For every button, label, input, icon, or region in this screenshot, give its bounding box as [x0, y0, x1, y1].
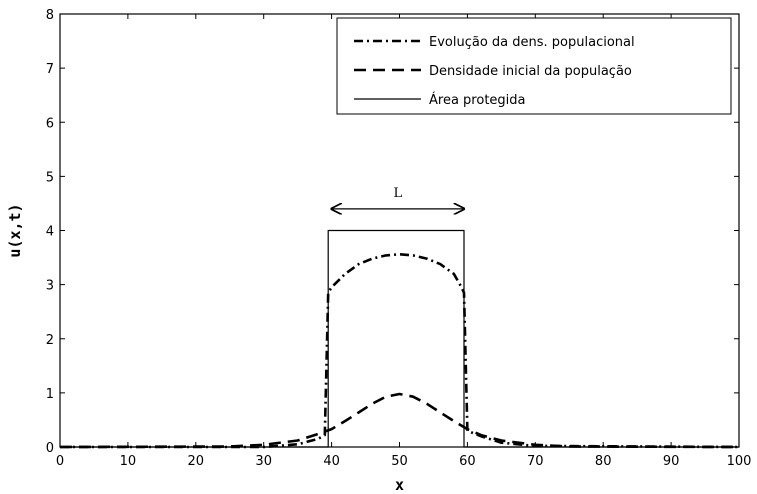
series-line-1 — [60, 253, 740, 449]
x-tick-label: 30 — [255, 454, 272, 469]
x-tick-label: 90 — [663, 454, 680, 469]
x-tick-label: 60 — [459, 454, 476, 469]
y-tick-label: 4 — [46, 225, 54, 240]
y-tick-label: 0 — [46, 441, 54, 456]
x-tick-label: 40 — [323, 454, 340, 469]
legend-box — [336, 17, 732, 115]
plot-area-frame — [59, 13, 740, 448]
legend-label-1: Evolução da dens. populacional — [429, 35, 635, 50]
y-tick-label: 8 — [46, 8, 54, 23]
width-label: L — [393, 186, 402, 201]
y-axis-label: u(x,t) — [6, 203, 24, 257]
x-tick-label: 100 — [727, 454, 752, 469]
x-tick-label: 80 — [595, 454, 612, 469]
x-axis-label: x — [395, 476, 404, 494]
y-tick-label: 6 — [46, 116, 54, 131]
y-tick-label: 1 — [46, 387, 54, 402]
legend-label-2: Densidade inicial da população — [429, 64, 632, 79]
y-tick-label: 2 — [46, 333, 54, 348]
x-tick-label: 50 — [391, 454, 408, 469]
x-tick-label: 70 — [527, 454, 544, 469]
y-tick-label: 7 — [46, 62, 54, 77]
x-tick-label: 0 — [56, 454, 64, 469]
width-annotation: L — [332, 186, 464, 209]
y-tick-label: 3 — [46, 279, 54, 294]
series-line-2 — [59, 392, 740, 449]
series-line-3 — [60, 229, 739, 448]
y-axis-ticks: 0 1 2 3 4 5 6 7 8 — [46, 8, 739, 456]
legend-label-3: Área protegida — [429, 92, 526, 108]
x-axis-ticks: 0 10 20 30 40 50 60 70 80 90 100 — [56, 14, 752, 469]
legend: Evolução da dens. populacional Densidade … — [336, 17, 732, 115]
y-tick-label: 5 — [46, 170, 54, 185]
x-tick-label: 10 — [120, 454, 137, 469]
series-layer — [59, 229, 740, 449]
x-tick-label: 20 — [188, 454, 205, 469]
